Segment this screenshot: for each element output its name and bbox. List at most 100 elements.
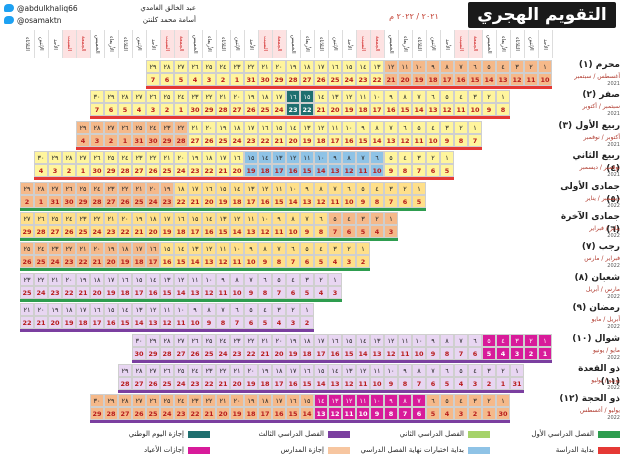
hijri-day-cell[interactable]: ٢١ bbox=[48, 272, 62, 286]
hijri-day-cell[interactable]: ٤ bbox=[454, 90, 468, 104]
hijri-day-cell[interactable]: ١٢ bbox=[146, 303, 160, 317]
hijri-day-cell[interactable]: ١٦ bbox=[146, 242, 160, 256]
hijri-day-cell[interactable]: ٢٩ bbox=[104, 90, 118, 104]
hijri-day-cell[interactable]: ١٣ bbox=[216, 212, 230, 225]
hijri-day-cell[interactable]: ٩ bbox=[188, 303, 202, 317]
hijri-day-cell[interactable]: ٩ bbox=[426, 60, 440, 73]
hijri-day-cell[interactable]: ١٢ bbox=[258, 181, 272, 195]
hijri-day-cell[interactable]: ١٦ bbox=[286, 394, 300, 408]
hijri-day-cell[interactable]: ١٥ bbox=[342, 333, 356, 347]
hijri-day-cell[interactable]: ٢٨ bbox=[118, 394, 132, 408]
hijri-day-cell[interactable]: ١٨ bbox=[230, 120, 244, 134]
hijri-day-cell[interactable]: ٩ bbox=[426, 333, 440, 347]
hijri-day-cell[interactable]: ٢٥ bbox=[132, 120, 146, 134]
hijri-day-cell[interactable]: ٢٨ bbox=[160, 60, 174, 73]
hijri-day-cell[interactable]: ١٦ bbox=[328, 60, 342, 73]
hijri-day-cell[interactable]: ١٠ bbox=[412, 60, 426, 73]
hijri-day-cell[interactable]: ١٩ bbox=[244, 394, 258, 408]
hijri-day-cell[interactable]: ٢٧ bbox=[20, 212, 34, 225]
hijri-day-cell[interactable]: ٢٦ bbox=[90, 151, 104, 165]
hijri-day-cell[interactable]: ٢٨ bbox=[160, 333, 174, 347]
hijri-day-cell[interactable]: ٢٦ bbox=[188, 333, 202, 347]
hijri-day-cell[interactable]: ٢١ bbox=[20, 303, 34, 317]
hijri-day-cell[interactable]: ٤ bbox=[468, 364, 482, 377]
hijri-day-cell[interactable]: ٢ bbox=[496, 364, 510, 377]
hijri-day-cell[interactable]: ١٤ bbox=[314, 394, 328, 408]
hijri-day-cell[interactable]: ٢١ bbox=[188, 120, 202, 134]
hijri-day-cell[interactable]: ١٥ bbox=[244, 151, 258, 165]
hijri-day-cell[interactable]: ٢٥ bbox=[202, 60, 216, 73]
hijri-day-cell[interactable]: ١٨ bbox=[258, 90, 272, 104]
hijri-day-cell[interactable]: ٢١ bbox=[160, 151, 174, 165]
hijri-day-cell[interactable]: ٢٨ bbox=[118, 90, 132, 104]
hijri-day-cell[interactable]: ٢٥ bbox=[76, 181, 90, 195]
hijri-day-cell[interactable]: ١٤ bbox=[356, 60, 370, 73]
hijri-day-cell[interactable]: ٨ bbox=[440, 333, 454, 347]
hijri-day-cell[interactable]: ١٣ bbox=[370, 333, 384, 347]
hijri-day-cell[interactable]: ٢٩ bbox=[76, 120, 90, 134]
hijri-day-cell[interactable]: ١٩ bbox=[188, 151, 202, 165]
hijri-day-cell[interactable]: ٢٢ bbox=[202, 394, 216, 408]
hijri-day-cell[interactable]: ٧ bbox=[426, 364, 440, 377]
hijri-day-cell[interactable]: ٢٥ bbox=[48, 212, 62, 225]
hijri-day-cell[interactable]: ٢٣ bbox=[76, 212, 90, 225]
twitter-line-1[interactable]: @abdulkhaliq66 bbox=[4, 2, 124, 14]
hijri-day-cell[interactable]: ١١ bbox=[370, 364, 384, 377]
hijri-day-cell[interactable]: ٢ bbox=[370, 212, 384, 225]
hijri-day-cell[interactable]: ١٧ bbox=[104, 272, 118, 286]
hijri-day-cell[interactable]: ٢١ bbox=[258, 60, 272, 73]
hijri-day-cell[interactable]: ١٨ bbox=[174, 181, 188, 195]
hijri-day-cell[interactable]: ٣ bbox=[412, 151, 426, 165]
hijri-day-cell[interactable]: ١٥ bbox=[300, 90, 314, 104]
hijri-day-cell[interactable]: ٣ bbox=[468, 90, 482, 104]
hijri-day-cell[interactable]: ٧ bbox=[244, 272, 258, 286]
hijri-day-cell[interactable]: ٢٣ bbox=[202, 364, 216, 377]
hijri-day-cell[interactable]: ٢٠ bbox=[202, 120, 216, 134]
hijri-day-cell[interactable]: ١٣ bbox=[188, 242, 202, 256]
hijri-day-cell[interactable]: ١٩ bbox=[286, 333, 300, 347]
hijri-day-cell[interactable]: ٢٥ bbox=[202, 333, 216, 347]
hijri-day-cell[interactable]: ٢٨ bbox=[90, 120, 104, 134]
hijri-day-cell[interactable]: ٧ bbox=[272, 242, 286, 256]
hijri-day-cell[interactable]: ٥ bbox=[454, 364, 468, 377]
hijri-day-cell[interactable]: ٥ bbox=[272, 272, 286, 286]
hijri-day-cell[interactable]: ٢٤ bbox=[62, 212, 76, 225]
hijri-day-cell[interactable]: ٤ bbox=[286, 272, 300, 286]
hijri-day-cell[interactable]: ٩ bbox=[272, 212, 286, 225]
hijri-day-cell[interactable]: ١١ bbox=[356, 90, 370, 104]
hijri-day-cell[interactable]: ٢٦ bbox=[146, 394, 160, 408]
hijri-day-cell[interactable]: ٢٠ bbox=[62, 272, 76, 286]
hijri-day-cell[interactable]: ٦ bbox=[468, 60, 482, 73]
hijri-day-cell[interactable]: ١٠ bbox=[174, 303, 188, 317]
hijri-day-cell[interactable]: ٢٤ bbox=[216, 60, 230, 73]
hijri-day-cell[interactable]: ١٢ bbox=[286, 151, 300, 165]
hijri-day-cell[interactable]: ١٤ bbox=[174, 242, 188, 256]
hijri-day-cell[interactable]: ٣ bbox=[328, 242, 342, 256]
hijri-day-cell[interactable]: ٢٩ bbox=[118, 364, 132, 377]
hijri-day-cell[interactable]: ١٩ bbox=[104, 242, 118, 256]
hijri-day-cell[interactable]: ٢ bbox=[454, 120, 468, 134]
hijri-day-cell[interactable]: ١٧ bbox=[188, 181, 202, 195]
hijri-day-cell[interactable]: ٢٧ bbox=[132, 90, 146, 104]
hijri-day-cell[interactable]: ١٤ bbox=[314, 90, 328, 104]
hijri-day-cell[interactable]: ٥ bbox=[412, 120, 426, 134]
hijri-day-cell[interactable]: ٢ bbox=[524, 60, 538, 73]
hijri-day-cell[interactable]: ٢١ bbox=[132, 181, 146, 195]
hijri-day-cell[interactable]: ١ bbox=[440, 151, 454, 165]
hijri-day-cell[interactable]: ١٦ bbox=[328, 333, 342, 347]
hijri-day-cell[interactable]: ١٥ bbox=[342, 60, 356, 73]
hijri-day-cell[interactable]: ١١ bbox=[398, 333, 412, 347]
hijri-day-cell[interactable]: ١٣ bbox=[300, 120, 314, 134]
hijri-day-cell[interactable]: ٨ bbox=[314, 181, 328, 195]
hijri-day-cell[interactable]: ٧ bbox=[216, 303, 230, 317]
hijri-day-cell[interactable]: ٢٨ bbox=[62, 151, 76, 165]
hijri-day-cell[interactable]: ٤ bbox=[342, 212, 356, 225]
hijri-day-cell[interactable]: ٢١ bbox=[104, 212, 118, 225]
hijri-day-cell[interactable]: ٢٦ bbox=[118, 120, 132, 134]
hijri-day-cell[interactable]: ٢٠ bbox=[230, 90, 244, 104]
hijri-day-cell[interactable]: ١٣ bbox=[244, 181, 258, 195]
hijri-day-cell[interactable]: ١٠ bbox=[384, 364, 398, 377]
hijri-day-cell[interactable]: ١٣ bbox=[328, 90, 342, 104]
hijri-day-cell[interactable]: ٣ bbox=[356, 212, 370, 225]
hijri-day-cell[interactable]: ٤ bbox=[496, 333, 510, 347]
